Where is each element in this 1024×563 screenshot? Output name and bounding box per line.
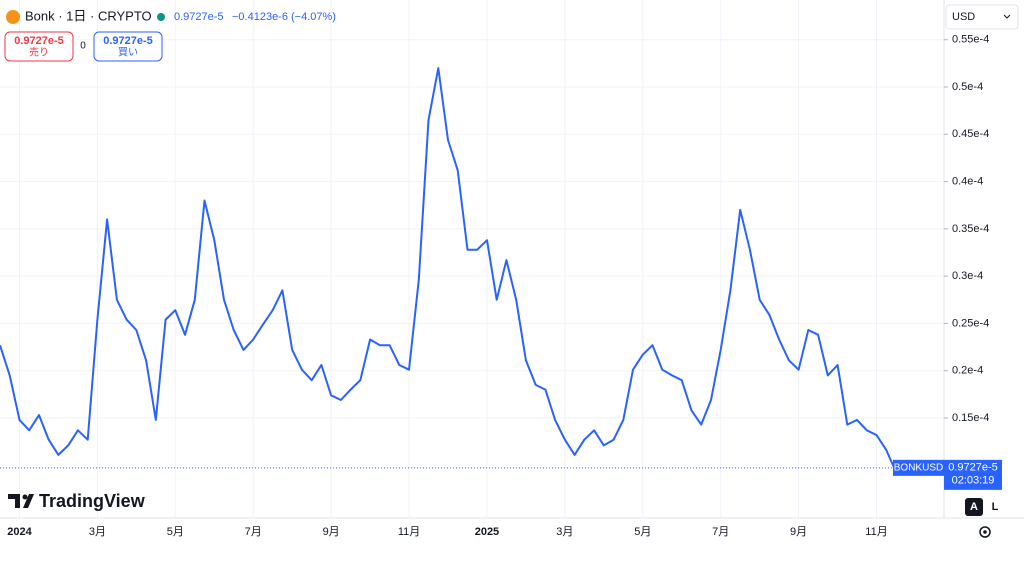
auto-label: A — [970, 501, 978, 513]
buy-price: 0.9727e-5 — [103, 35, 153, 47]
x-tick-label: 7月 — [245, 526, 262, 538]
price: 0.9727e-5 — [174, 11, 224, 23]
price-badge — [944, 459, 1002, 490]
x-tick-label: 5月 — [634, 526, 651, 538]
y-tick-label: 0.2e-4 — [952, 365, 983, 377]
plot — [0, 67, 897, 473]
countdown: 02:03:19 — [952, 475, 995, 487]
auto-button[interactable] — [965, 498, 983, 516]
change: −0.4123e-6 (−4.07%) — [232, 11, 336, 23]
symbol-badge — [893, 459, 944, 476]
y-tick-label: 0.55e-4 — [952, 34, 989, 46]
x-tick-label: 9月 — [790, 526, 807, 538]
y-tick-label: 0.25e-4 — [952, 317, 989, 329]
x-tick-label: 3月 — [89, 526, 106, 538]
x-tick-label: 3月 — [556, 526, 573, 538]
log-label[interactable]: L — [992, 501, 999, 513]
currency: USD — [952, 11, 975, 23]
sell-button[interactable] — [4, 31, 74, 62]
logo-mark — [22, 494, 28, 500]
y-tick-label: 0.3e-4 — [952, 270, 983, 282]
logo-text: TradingView — [39, 491, 146, 511]
x-tick-label: 2025 — [475, 526, 499, 538]
logo-mark — [8, 494, 34, 508]
symbol-badge-label: BONKUSD — [894, 462, 943, 473]
y-tick-label: 0.35e-4 — [952, 223, 989, 235]
symbol[interactable]: Bonk · 1日 · CRYPTO — [25, 8, 152, 23]
status-dot — [157, 13, 165, 21]
x-tick-label: 7月 — [712, 526, 729, 538]
sell-price: 0.9727e-5 — [14, 35, 64, 47]
y-tick-label: 0.15e-4 — [952, 412, 989, 424]
price-line — [0, 67, 897, 473]
settings-icon[interactable] — [979, 526, 991, 538]
buy-button[interactable] — [93, 31, 163, 62]
x-tick-label: 11月 — [865, 526, 887, 538]
x-tick-label: 11月 — [398, 526, 420, 538]
currency-select[interactable] — [945, 4, 1019, 30]
symbol-icon — [6, 10, 20, 24]
y-tick-label: 0.5e-4 — [952, 81, 983, 93]
sell-label: 売り — [29, 46, 49, 59]
y-tick-label: 0.4e-4 — [952, 175, 983, 187]
price-badge-label: 0.9727e-5 — [948, 462, 998, 474]
x-tick-label: 5月 — [167, 526, 184, 538]
spread: 0 — [80, 41, 86, 52]
x-tick-label: 9月 — [323, 526, 340, 538]
x-tick-label: 2024 — [7, 526, 32, 538]
buy-label: 買い — [118, 47, 138, 59]
y-tick-label: 0.45e-4 — [952, 128, 989, 140]
dropdown-arrow — [1003, 14, 1011, 19]
settings-icon — [983, 530, 987, 534]
